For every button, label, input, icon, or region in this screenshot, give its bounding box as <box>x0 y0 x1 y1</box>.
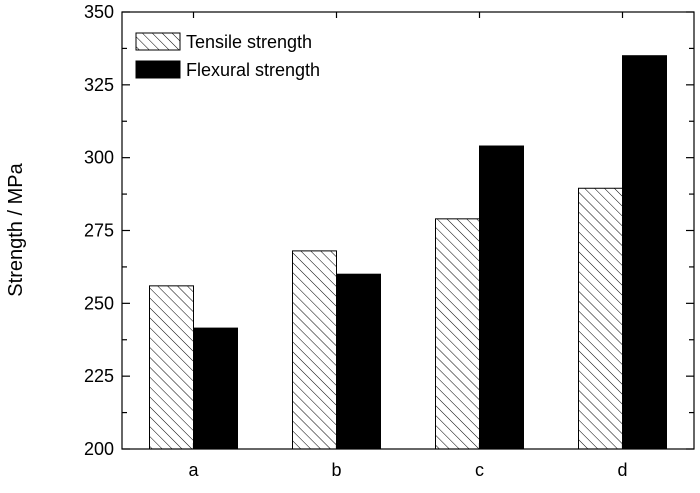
y-tick-label: 225 <box>84 366 114 386</box>
bar-tensile-c <box>435 218 480 450</box>
y-tick-label: 325 <box>84 75 114 95</box>
legend-label-tensile: Tensile strength <box>186 32 312 52</box>
legend-swatch-tensile <box>135 32 181 51</box>
y-axis-title: Strength / MPa <box>5 162 27 296</box>
y-tick-label: 300 <box>84 148 114 168</box>
bar-flexural-a <box>193 327 238 450</box>
x-tick-label-d: d <box>617 460 627 480</box>
bar-tensile-d <box>578 187 623 450</box>
x-tick-label-c: c <box>475 460 484 480</box>
bar-tensile-a <box>149 285 194 450</box>
bar-flexural-c <box>479 145 524 450</box>
x-tick-label-a: a <box>188 460 199 480</box>
bar-flexural-b <box>336 273 381 450</box>
y-tick-label: 200 <box>84 439 114 459</box>
labels-layer: 200 225 250 275 300 325 350 a b c d <box>84 2 628 480</box>
axes-layer <box>121 11 695 450</box>
legend-label-flexural: Flexural strength <box>186 60 320 80</box>
bar-tensile-b <box>292 250 337 450</box>
bar-flexural-d <box>622 55 667 450</box>
legend-swatch-flexural <box>135 60 181 79</box>
legend: Tensile strength Flexural strength <box>135 32 320 80</box>
y-tick-label: 350 <box>84 2 114 22</box>
x-tick-label-b: b <box>331 460 341 480</box>
y-tick-label: 275 <box>84 221 114 241</box>
y-tick-label: 250 <box>84 293 114 313</box>
bars-layer <box>149 55 667 450</box>
